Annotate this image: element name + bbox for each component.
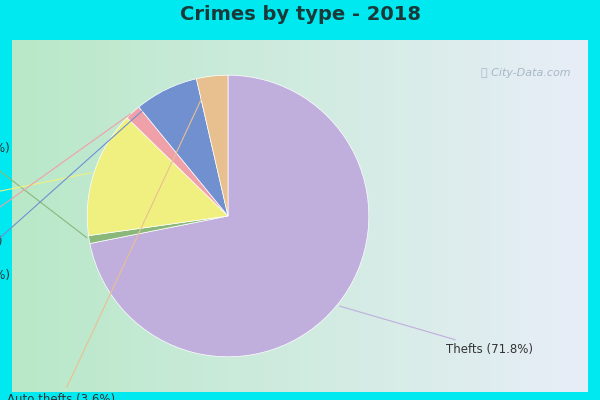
Text: Thefts (71.8%): Thefts (71.8%) xyxy=(340,306,533,356)
Wedge shape xyxy=(90,75,369,357)
Wedge shape xyxy=(127,107,228,216)
Wedge shape xyxy=(87,118,228,236)
Text: ⓘ City-Data.com: ⓘ City-Data.com xyxy=(481,68,571,78)
Text: Burglaries (7.3%): Burglaries (7.3%) xyxy=(0,92,164,282)
Text: Robberies (1.8%): Robberies (1.8%) xyxy=(0,114,131,248)
Wedge shape xyxy=(139,79,228,216)
Text: Crimes by type - 2018: Crimes by type - 2018 xyxy=(179,5,421,24)
Wedge shape xyxy=(196,75,228,216)
Text: Auto thefts (3.6%): Auto thefts (3.6%) xyxy=(7,79,211,400)
Text: Rapes (0.9%): Rapes (0.9%) xyxy=(0,142,87,238)
Text: Assaults (14.5%): Assaults (14.5%) xyxy=(0,173,91,208)
Wedge shape xyxy=(89,216,228,244)
